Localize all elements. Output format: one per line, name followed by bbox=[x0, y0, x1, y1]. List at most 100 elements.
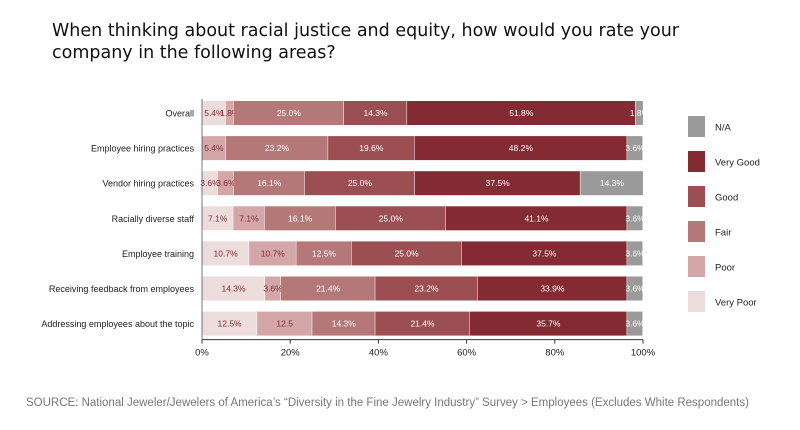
bar-segment bbox=[225, 136, 329, 161]
x-tick-label: 40% bbox=[369, 348, 389, 359]
source-note: SOURCE: National Jeweler/Jewelers of Ame… bbox=[26, 397, 749, 409]
data-label: 23.2% bbox=[265, 143, 290, 153]
bar-segment bbox=[461, 241, 628, 266]
category-label: Overall bbox=[165, 109, 194, 119]
x-tick-label: 20% bbox=[281, 348, 301, 359]
bar-segment bbox=[202, 101, 226, 125]
bar-segment bbox=[627, 136, 643, 161]
data-label: 3.6% bbox=[263, 284, 283, 294]
bar-segment bbox=[375, 311, 470, 336]
legend-label: Very Poor bbox=[715, 298, 757, 309]
bar-segment bbox=[627, 311, 643, 336]
data-label: 14.3% bbox=[332, 319, 357, 329]
bar-segment bbox=[280, 276, 376, 301]
legend-swatch bbox=[688, 116, 705, 137]
data-label: 33.9% bbox=[540, 284, 565, 294]
bar-segment bbox=[414, 136, 628, 161]
bars-group: 5.4%1.8% 25.0% 14.3% 51.8% 1.8%5.4% 23.2% 19.6… bbox=[200, 101, 650, 336]
data-label: 3.6% bbox=[625, 143, 645, 153]
bar-segment bbox=[627, 206, 643, 231]
bar-segment bbox=[217, 171, 234, 196]
category-label: Vendor hiring practices bbox=[102, 179, 194, 189]
bar-segment bbox=[445, 206, 628, 231]
legend-swatch bbox=[688, 256, 705, 277]
bar-segment bbox=[469, 311, 628, 336]
legend: N/A Very Good Good Fair Poor Very Poor bbox=[688, 116, 760, 312]
data-label: 1.8% bbox=[630, 108, 650, 118]
x-tick-label: 100% bbox=[631, 348, 656, 359]
data-label: 5.4% bbox=[204, 143, 224, 153]
data-label: 3.6% bbox=[625, 213, 645, 223]
data-label: 10.7% bbox=[261, 248, 286, 258]
data-label: 16.1% bbox=[288, 213, 313, 223]
bar-segment bbox=[477, 276, 628, 301]
data-label: 1.8% bbox=[220, 108, 240, 118]
category-label: Employee hiring practices bbox=[91, 144, 195, 154]
bar-segment bbox=[202, 241, 250, 266]
data-label: 3.6% bbox=[216, 178, 236, 188]
data-label: 37.5% bbox=[532, 248, 557, 258]
category-label: Receiving feedback from employees bbox=[49, 284, 195, 294]
category-labels: Overall Employee hiring practices Vendor h… bbox=[41, 109, 194, 330]
data-label: 23.2% bbox=[414, 284, 439, 294]
bar-segment bbox=[304, 171, 416, 196]
bar-segment bbox=[580, 171, 644, 196]
category-label: Racially diverse staff bbox=[112, 214, 195, 224]
legend-label: Poor bbox=[715, 263, 735, 274]
x-tick-label: 0% bbox=[195, 348, 209, 359]
data-label: 19.6% bbox=[359, 143, 384, 153]
data-label: 25.0% bbox=[379, 213, 404, 223]
bar-segment bbox=[202, 206, 234, 231]
bar-segment bbox=[225, 101, 234, 125]
category-label: Employee training bbox=[122, 249, 194, 259]
data-label: 10.7% bbox=[214, 248, 239, 258]
data-label: 25.0% bbox=[277, 108, 302, 118]
data-label: 14.3% bbox=[221, 284, 246, 294]
chart-title: When thinking about racial justice and e… bbox=[52, 21, 679, 63]
legend-swatch bbox=[688, 186, 705, 207]
bar-segment bbox=[312, 311, 376, 336]
legend-swatch bbox=[688, 291, 705, 312]
bar-segment bbox=[233, 206, 265, 231]
data-label: 16.1% bbox=[257, 178, 282, 188]
data-label: 12.5 bbox=[276, 319, 293, 329]
bar-segment bbox=[635, 101, 644, 125]
data-label: 5.4% bbox=[204, 108, 224, 118]
bar-segment bbox=[257, 311, 313, 336]
data-label: 51.8% bbox=[509, 108, 534, 118]
data-label: 3.6% bbox=[200, 178, 220, 188]
bar-segment bbox=[264, 206, 336, 231]
bar-segment bbox=[328, 136, 415, 161]
legend-label: Fair bbox=[715, 228, 731, 239]
bar-segment bbox=[351, 241, 462, 266]
bar-segment bbox=[627, 276, 643, 301]
bar-segment bbox=[265, 276, 281, 301]
data-label: 25.0% bbox=[348, 178, 373, 188]
legend-label: N/A bbox=[715, 123, 732, 134]
data-label: 14.3% bbox=[600, 178, 625, 188]
bar-segment bbox=[233, 101, 345, 125]
data-label: 3.6% bbox=[625, 284, 645, 294]
data-label: 7.1% bbox=[208, 213, 228, 223]
legend-label: Very Good bbox=[715, 158, 760, 169]
bar-segment bbox=[375, 276, 478, 301]
bar-segment bbox=[344, 101, 408, 125]
category-label: Addressing employees about the topic bbox=[41, 319, 194, 329]
bar-segment bbox=[233, 171, 305, 196]
bar-segment bbox=[249, 241, 297, 266]
data-label: 12.5% bbox=[312, 248, 337, 258]
bar-segment bbox=[296, 241, 352, 266]
bar-segment bbox=[202, 171, 218, 196]
data-label: 35.7% bbox=[536, 319, 561, 329]
data-label: 37.5% bbox=[486, 178, 511, 188]
legend-label: Good bbox=[715, 193, 738, 204]
x-tick-label: 60% bbox=[457, 348, 477, 359]
data-label: 3.6% bbox=[625, 319, 645, 329]
legend-swatch bbox=[688, 151, 705, 172]
x-axis: 0% 20% 40% 60% 80% 100% bbox=[195, 99, 656, 359]
bar-segment bbox=[407, 101, 636, 125]
bar-segment bbox=[335, 206, 446, 231]
data-label: 48.2% bbox=[509, 143, 534, 153]
data-label: 3.6% bbox=[625, 248, 645, 258]
data-label: 7.1% bbox=[239, 213, 259, 223]
